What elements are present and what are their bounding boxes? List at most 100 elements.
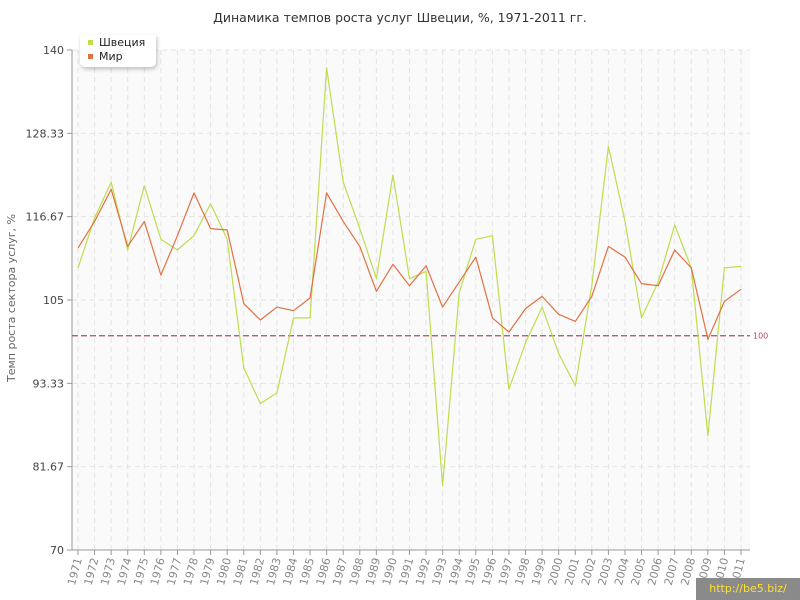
data-point[interactable] [308,315,313,320]
data-point[interactable] [556,312,561,317]
data-point[interactable] [473,237,478,242]
data-point[interactable] [473,255,478,260]
legend-item-sweden[interactable]: Швеция [88,36,145,50]
data-point[interactable] [357,244,362,249]
data-point[interactable] [76,265,81,270]
y-tick-label: 105 [43,294,64,307]
data-point[interactable] [457,290,462,295]
y-tick-label: 116.67 [26,211,65,224]
data-point[interactable] [324,65,329,70]
data-point[interactable] [506,387,511,392]
legend-label-world: Мир [99,50,123,63]
data-point[interactable] [357,226,362,231]
data-point[interactable] [573,383,578,388]
data-point[interactable] [589,283,594,288]
legend-swatch-world [88,53,93,59]
data-point[interactable] [573,319,578,324]
data-point[interactable] [192,190,197,195]
data-point[interactable] [374,289,379,294]
data-point[interactable] [407,283,412,288]
data-point[interactable] [589,294,594,299]
data-point[interactable] [705,337,710,342]
data-point[interactable] [523,306,528,311]
data-point[interactable] [739,264,744,269]
data-point[interactable] [672,223,677,228]
data-point[interactable] [490,315,495,320]
data-point[interactable] [208,201,213,206]
data-point[interactable] [175,248,180,253]
data-point[interactable] [109,180,114,185]
data-point[interactable] [606,244,611,249]
legend-item-world[interactable]: Мир [88,50,123,64]
data-point[interactable] [208,226,213,231]
data-point[interactable] [622,219,627,224]
data-point[interactable] [241,301,246,306]
data-point[interactable] [76,245,81,250]
data-point[interactable] [540,294,545,299]
data-point[interactable] [689,265,694,270]
data-point[interactable] [606,144,611,149]
data-point[interactable] [274,305,279,310]
data-point[interactable] [639,315,644,320]
y-tick-label: 140 [43,44,64,57]
data-point[interactable] [672,248,677,253]
data-point[interactable] [92,219,97,224]
data-point[interactable] [739,287,744,292]
data-point[interactable] [457,280,462,285]
data-point[interactable] [258,318,263,323]
data-point[interactable] [175,233,180,238]
data-point[interactable] [506,330,511,335]
data-point[interactable] [556,351,561,356]
grid [72,49,750,551]
data-point[interactable] [158,237,163,242]
data-point[interactable] [656,283,661,288]
chart-title: Динамика темпов роста услуг Швеции, %, 1… [213,10,587,25]
data-point[interactable] [390,173,395,178]
y-tick-label: 128.33 [26,127,65,140]
reference-line-label: 100 [753,332,768,341]
data-point[interactable] [374,276,379,281]
data-point[interactable] [440,305,445,310]
data-point[interactable] [225,228,230,233]
data-point[interactable] [490,233,495,238]
series-line-world[interactable] [77,188,742,340]
data-point[interactable] [390,262,395,267]
data-point[interactable] [258,401,263,406]
data-point[interactable] [341,219,346,224]
data-point[interactable] [341,180,346,185]
data-point[interactable] [274,390,279,395]
legend-swatch-sweden [88,39,93,45]
data-point[interactable] [142,219,147,224]
data-point[interactable] [407,276,412,281]
data-point[interactable] [158,273,163,278]
data-point[interactable] [440,483,445,488]
data-point[interactable] [109,187,114,192]
y-tick-label: 93.33 [33,377,65,390]
y-tick-label: 81.67 [33,461,65,474]
data-point[interactable] [705,433,710,438]
data-point[interactable] [125,244,130,249]
data-point[interactable] [722,265,727,270]
data-point[interactable] [241,365,246,370]
legend: Швеция Мир [80,35,156,67]
y-tick-label: 70 [50,544,64,557]
data-point[interactable] [540,305,545,310]
data-point[interactable] [291,308,296,313]
data-point[interactable] [424,263,429,268]
legend-label-sweden: Швеция [99,36,146,49]
y-axis-label: Темп роста сектора услуг, % [5,214,18,383]
reference-line-group: 100 [72,332,768,341]
series-line-sweden[interactable] [77,67,742,487]
watermark-link[interactable]: http://be5.biz/ [696,578,800,600]
data-point[interactable] [192,233,197,238]
data-point[interactable] [639,281,644,286]
data-point[interactable] [291,315,296,320]
data-point[interactable] [308,295,313,300]
series-group [76,65,744,488]
data-point[interactable] [722,299,727,304]
data-point[interactable] [622,255,627,260]
data-point[interactable] [142,183,147,188]
data-point[interactable] [523,340,528,345]
data-point[interactable] [324,190,329,195]
